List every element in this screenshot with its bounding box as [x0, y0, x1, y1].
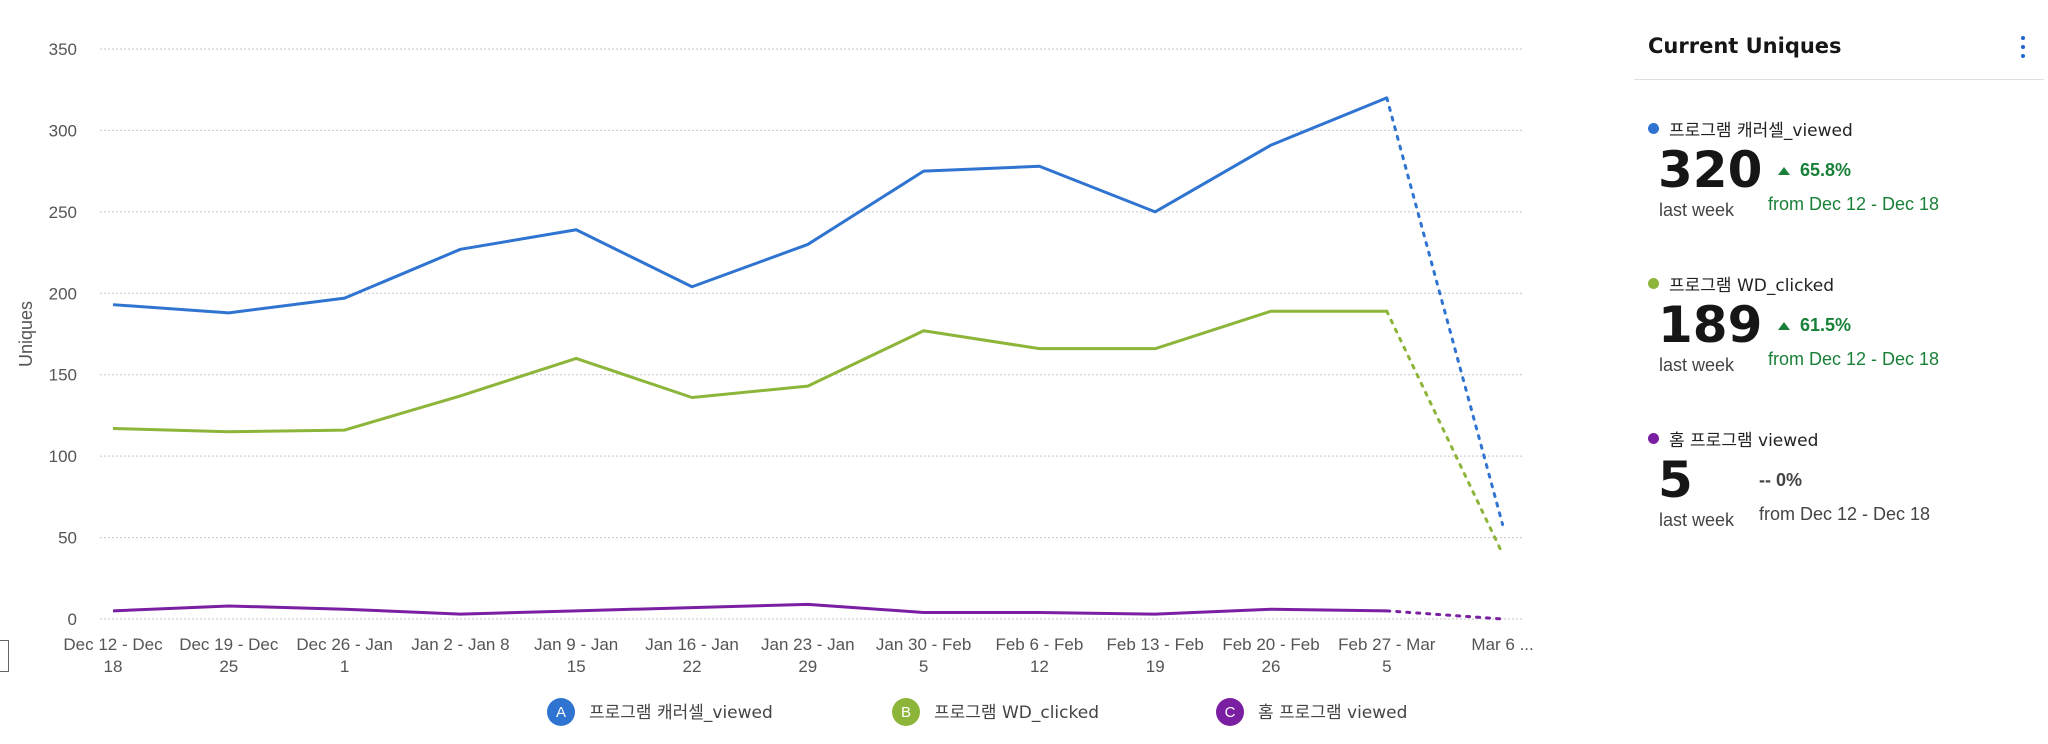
- series-color-dot: [1648, 278, 1659, 289]
- metric-value: 189: [1658, 296, 1763, 354]
- metric-change-value: 61.5%: [1800, 315, 1852, 335]
- y-tick-label: 50: [58, 529, 77, 548]
- y-tick-label: 250: [49, 203, 77, 222]
- y-tick-label: 0: [68, 610, 77, 629]
- metric-period: last week: [1659, 200, 1735, 220]
- collapsed-panel-handle[interactable]: [0, 640, 9, 672]
- x-tick-label: Jan 30 - Feb 5: [876, 635, 971, 676]
- legend-letter: C: [1225, 704, 1236, 721]
- metric-card: 홈 프로그램 viewed 5 last week -- 0% from Dec…: [1634, 426, 2044, 576]
- y-tick-label: 350: [49, 40, 77, 59]
- legend-label: 홈 프로그램 viewed: [1258, 703, 1407, 723]
- legend-badge: [547, 698, 575, 726]
- x-tick-label: Feb 27 - Mar 5: [1338, 635, 1436, 676]
- series-line: [112, 309, 1387, 434]
- x-tick-label: Jan 2 - Jan 8: [411, 635, 509, 654]
- panel-header: Current Uniques: [1634, 24, 2044, 80]
- trend-up-icon: [1778, 166, 1790, 175]
- x-tick-label: Mar 6 ...: [1471, 635, 1533, 654]
- x-tick-label: Feb 6 - Feb 12: [995, 635, 1083, 676]
- metric-value: 5: [1658, 451, 1693, 509]
- x-tick-label: Dec 19 - Dec 25: [179, 635, 279, 676]
- metric-period: last week: [1659, 355, 1735, 375]
- y-axis-title: Uniques: [16, 301, 36, 367]
- legend-letter: B: [901, 704, 911, 721]
- x-tick-label: Feb 20 - Feb 26: [1222, 635, 1319, 676]
- x-tick-label: Feb 13 - Feb 19: [1107, 635, 1204, 676]
- metric-change: -- 0%: [1759, 470, 1802, 491]
- metric-comparison: from Dec 12 - Dec 18: [1768, 349, 1940, 369]
- y-tick-label: 300: [49, 121, 77, 140]
- more-options-icon[interactable]: [2020, 36, 2026, 58]
- legend-badge: [1216, 698, 1244, 726]
- metric-name-label: 프로그램 캐러셀_viewed: [1669, 121, 1853, 141]
- metric-name: 홈 프로그램 viewed: [1648, 426, 1818, 451]
- legend-label: 프로그램 WD_clicked: [934, 703, 1099, 723]
- panel-title: Current Uniques: [1648, 34, 1842, 58]
- x-tick-label: Dec 12 - Dec 18: [63, 635, 163, 676]
- y-tick-label: 100: [49, 447, 77, 466]
- y-tick-label: 150: [49, 366, 77, 385]
- metric-name: 프로그램 WD_clicked: [1648, 271, 1834, 296]
- metric-comparison: from Dec 12 - Dec 18: [1768, 194, 1940, 214]
- series-color-dot: [1648, 123, 1659, 134]
- legend-label: 프로그램 캐러셀_viewed: [589, 703, 773, 723]
- metric-name-label: 프로그램 WD_clicked: [1669, 276, 1834, 296]
- series-line: [112, 96, 1388, 315]
- series-line-incomplete: [1385, 309, 1505, 556]
- metric-name-label: 홈 프로그램 viewed: [1669, 431, 1819, 451]
- metric-change-value: -- 0%: [1759, 470, 1803, 490]
- x-tick-label: Jan 23 - Jan 29: [761, 635, 855, 676]
- series-line-incomplete: [1385, 609, 1505, 621]
- x-tick-label: Jan 9 - Jan 15: [534, 635, 618, 676]
- metric-value: 320: [1658, 141, 1763, 199]
- metric-change: 61.5%: [1778, 315, 1851, 336]
- metric-name: 프로그램 캐러셀_viewed: [1648, 116, 1853, 141]
- series-color-dot: [1648, 433, 1659, 444]
- y-tick-label: 200: [49, 284, 77, 303]
- current-uniques-panel: Current Uniques 프로그램 캐러셀_viewed 320 last…: [1634, 24, 2044, 584]
- x-tick-label: Jan 16 - Jan 22: [645, 635, 739, 676]
- metric-card: 프로그램 WD_clicked 189 last week 61.5% from…: [1634, 271, 2044, 421]
- series-line: [112, 602, 1387, 616]
- series-line-incomplete: [1385, 96, 1505, 527]
- trend-up-icon: [1778, 321, 1790, 330]
- legend-badge: [892, 698, 920, 726]
- legend-letter: A: [556, 704, 566, 721]
- metric-period: last week: [1659, 510, 1735, 530]
- metric-change-value: 65.8%: [1800, 160, 1852, 180]
- line-chart: 0 50 100 150 200 250 300 350 Uniques Dec 12 - Dec…: [16, 40, 1534, 726]
- x-tick-label: Dec 26 - Jan 1: [296, 635, 392, 676]
- metric-comparison: from Dec 12 - Dec 18: [1759, 504, 1931, 524]
- metric-change: 65.8%: [1778, 160, 1851, 181]
- metric-card: 프로그램 캐러셀_viewed 320 last week 65.8% from…: [1634, 116, 2044, 266]
